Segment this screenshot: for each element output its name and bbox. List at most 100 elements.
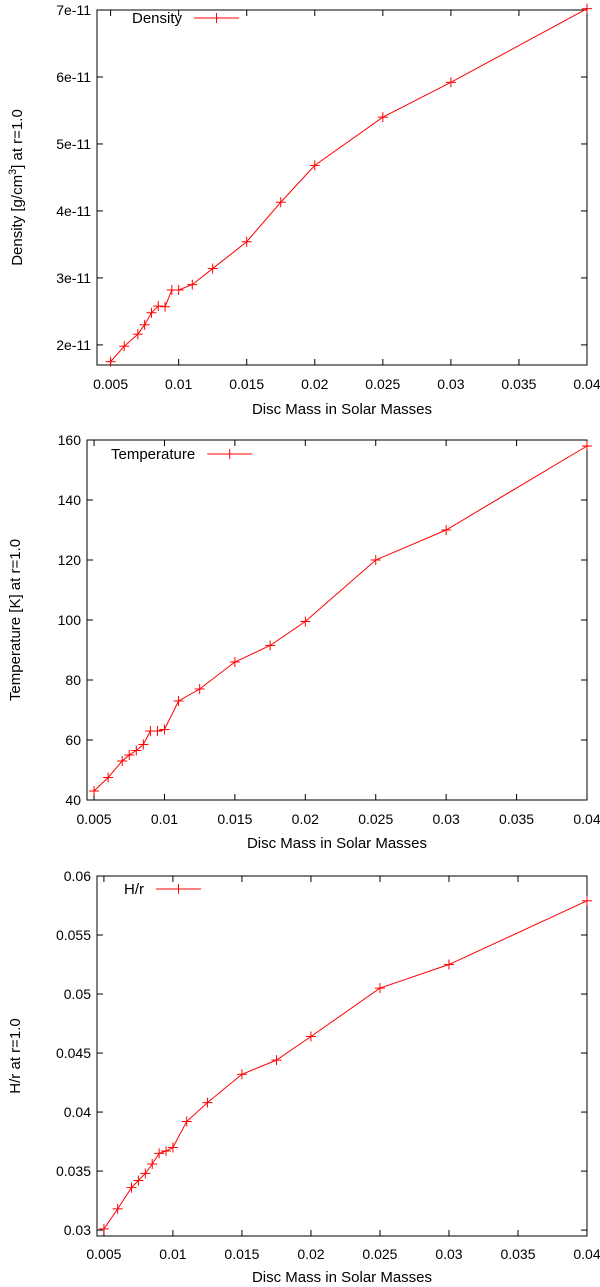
density-y-tick-label: 6e-11: [56, 69, 91, 85]
temperature-y-tick-label: 60: [65, 732, 81, 748]
temperature-data-point: [117, 756, 128, 766]
temperature-x-tick-label: 0.005: [77, 811, 112, 827]
temperature-y-tick-label: 100: [58, 612, 82, 628]
density-x-axis-label: Disc Mass in Solar Masses: [252, 401, 432, 418]
density-data-point: [119, 341, 130, 352]
hr-legend-label: H/r: [124, 881, 144, 898]
hr-x-tick-label: 0.02: [297, 1246, 324, 1262]
density-chart: 0.005 0.01 0.015 0.02 0.025 0.03 0.035 0.04 2e-1…: [7, 2, 600, 418]
hr-x-axis-label: Disc Mass in Solar Masses: [252, 1269, 432, 1286]
temperature-x-tick-label: 0.035: [499, 811, 534, 827]
density-data-point: [105, 356, 116, 367]
density-data-point: [153, 301, 164, 312]
hr-legend-swatch: [156, 884, 201, 894]
density-y-axis-label: Density [g/cm3] at r=1.0: [7, 109, 26, 266]
density-data-point: [445, 77, 456, 88]
hr-data-point: [126, 1182, 137, 1193]
temperature-legend-label: Temperature: [111, 446, 195, 463]
hr-data-point: [271, 1055, 282, 1066]
temperature-data-point: [229, 657, 240, 667]
hr-y-tick-label: 0.045: [56, 1045, 91, 1061]
temperature-y-tick-label: 80: [65, 672, 81, 688]
density-data-point: [582, 3, 592, 14]
density-x-tick-label: 0.02: [301, 376, 328, 392]
density-legend-swatch: [194, 13, 240, 23]
hr-x-tick-label: 0.01: [159, 1246, 186, 1262]
density-y-tick-label: 2e-11: [56, 337, 91, 353]
hr-data-point: [202, 1097, 213, 1108]
hr-data-point: [374, 983, 385, 994]
density-legend-label: Density: [132, 10, 183, 27]
density-y-tick-label: 3e-11: [56, 270, 91, 286]
temperature-data-point: [89, 786, 100, 796]
temperature-data-point: [194, 684, 205, 694]
temperature-x-tick-label: 0.025: [358, 811, 393, 827]
hr-data-point: [140, 1168, 151, 1179]
temperature-data-point: [300, 616, 311, 627]
density-x-tick-label: 0.005: [93, 376, 128, 392]
hr-data-point: [582, 895, 592, 906]
hr-y-tick-label: 0.035: [56, 1163, 91, 1179]
temperature-data-point: [265, 640, 276, 651]
density-x-tick-label: 0.035: [501, 376, 536, 392]
hr-data-point: [236, 1069, 247, 1080]
hr-data-point: [98, 1223, 109, 1234]
temperature-x-tick-label: 0.04: [573, 811, 600, 827]
hr-data-point: [181, 1116, 192, 1127]
hr-chart: 0.005 0.01 0.015 0.02 0.025 0.03 0.035 0.04 0.03…: [7, 868, 600, 1286]
hr-data-point: [167, 1142, 178, 1153]
density-data-point: [309, 160, 320, 171]
temperature-data-point: [131, 745, 142, 756]
density-data-point: [377, 112, 388, 123]
temperature-data-point: [103, 772, 114, 783]
hr-x-tick-label: 0.005: [86, 1246, 121, 1262]
temperature-data-point: [124, 750, 135, 760]
density-x-tick-label: 0.04: [573, 376, 600, 392]
temperature-y-tick-label: 40: [65, 792, 81, 808]
density-x-tick-label: 0.025: [365, 376, 400, 392]
hr-data-point: [133, 1175, 144, 1186]
hr-x-tick-label: 0.04: [573, 1246, 600, 1262]
hr-data-point: [443, 959, 454, 970]
temperature-data-point: [173, 696, 184, 706]
hr-data-point: [161, 1146, 172, 1157]
temperature-y-tick-label: 120: [58, 552, 82, 568]
density-data-point: [146, 307, 157, 318]
hr-x-tick-label: 0.035: [500, 1246, 535, 1262]
temperature-y-tick-label: 140: [58, 492, 82, 508]
density-data-point: [187, 279, 198, 290]
hr-x-tick-label: 0.015: [224, 1246, 259, 1262]
hr-x-tick-label: 0.03: [435, 1246, 462, 1262]
hr-plot-frame: [96, 875, 588, 1237]
density-y-tick-label: 5e-11: [56, 136, 91, 152]
hr-y-tick-label: 0.055: [56, 927, 91, 943]
temperature-legend-swatch: [207, 449, 253, 459]
density-x-tick-label: 0.015: [229, 376, 264, 392]
temperature-data-point: [159, 724, 170, 735]
temperature-x-tick-label: 0.02: [292, 811, 319, 827]
density-data-point: [173, 284, 184, 295]
density-data-point: [139, 319, 150, 330]
temperature-x-tick-label: 0.03: [433, 811, 460, 827]
temperature-data-point: [582, 441, 592, 451]
temperature-data-point: [441, 525, 452, 535]
temperature-x-tick-label: 0.01: [151, 811, 178, 827]
hr-y-axis-label: H/r at r=1.0: [7, 1018, 24, 1093]
temperature-chart: 0.005 0.01 0.015 0.02 0.025 0.03 0.035 0.04 40 60…: [7, 432, 600, 852]
temperature-data-point: [370, 555, 381, 565]
density-x-tick-label: 0.03: [437, 376, 464, 392]
hr-x-tick-label: 0.025: [362, 1246, 397, 1262]
density-series-line: [110, 8, 588, 362]
hr-y-tick-label: 0.05: [64, 986, 91, 1002]
hr-y-tick-label: 0.03: [64, 1222, 91, 1238]
density-x-tick-label: 0.01: [165, 376, 192, 392]
density-data-point: [275, 197, 286, 208]
hr-data-point: [112, 1203, 123, 1214]
density-y-tick-label: 4e-11: [56, 203, 91, 219]
temperature-data-point: [152, 726, 163, 736]
temperature-y-tick-label: 160: [58, 432, 82, 448]
hr-data-point: [154, 1148, 165, 1159]
temperature-x-tick-label: 0.015: [217, 811, 252, 827]
temperature-plot-frame: [86, 439, 588, 801]
density-plot-frame: [96, 9, 588, 366]
